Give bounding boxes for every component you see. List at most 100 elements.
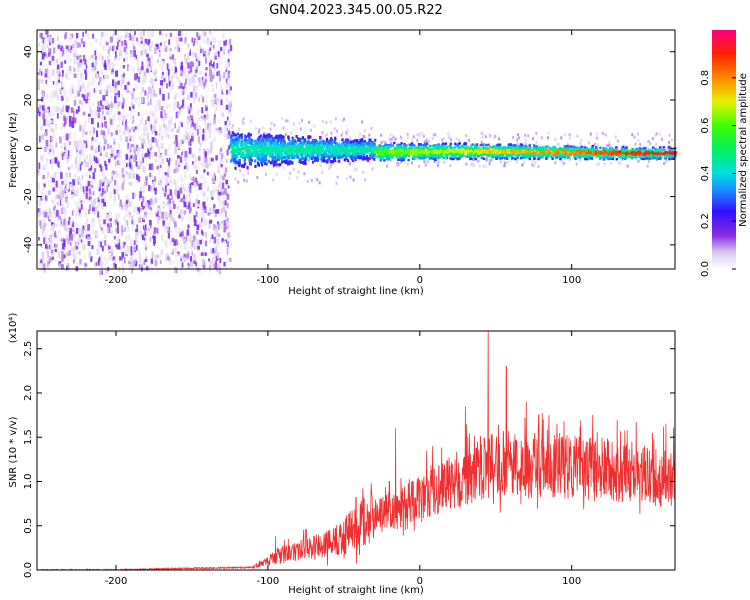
spectrogram-cell bbox=[175, 159, 178, 167]
spectrogram-cell bbox=[222, 50, 224, 57]
spectrogram-cell bbox=[50, 157, 54, 165]
spectrogram-cell bbox=[140, 50, 143, 56]
spectrogram-cell bbox=[178, 243, 180, 249]
spectrogram-cell bbox=[49, 185, 52, 190]
spectrogram-cell bbox=[123, 78, 126, 83]
spectrogram-cell bbox=[105, 32, 108, 37]
spectrogram-cell bbox=[68, 172, 71, 178]
spectrogram-cell bbox=[187, 53, 190, 60]
spectrogram-cell bbox=[178, 214, 181, 219]
spectrogram-cell bbox=[216, 225, 220, 230]
spectrogram-cell bbox=[433, 160, 436, 164]
spectrogram-cell bbox=[109, 180, 112, 184]
spectrogram-cell bbox=[45, 247, 49, 253]
spectrogram-cell bbox=[344, 150, 347, 154]
spectrogram-cell bbox=[209, 148, 213, 154]
spectrogram-cell bbox=[225, 61, 227, 66]
spectrogram-cell bbox=[358, 148, 361, 152]
spectrogram-cell bbox=[215, 106, 218, 111]
spectrogram-cell bbox=[115, 219, 118, 225]
spectrogram-cell bbox=[280, 147, 283, 150]
spectrogram-cell bbox=[328, 155, 331, 159]
spectrogram-cell bbox=[270, 121, 273, 125]
spectrogram-cell bbox=[321, 144, 324, 147]
spectrogram-cell bbox=[181, 262, 184, 268]
spectrogram-cell bbox=[109, 192, 112, 199]
spectrogram-cell bbox=[196, 267, 200, 272]
spectrogram-cell bbox=[166, 172, 169, 177]
spectrogram-cell bbox=[97, 201, 101, 206]
spectrogram-cell bbox=[270, 152, 273, 156]
spectrogram-cell bbox=[147, 160, 150, 165]
spectrogram-cell bbox=[162, 188, 166, 195]
spectrogram-cell bbox=[576, 134, 579, 138]
spectrogram-cell bbox=[150, 55, 153, 59]
spectrogram-cell bbox=[195, 49, 199, 53]
spectrogram-cell bbox=[47, 120, 50, 127]
spectrogram-cell bbox=[345, 155, 348, 159]
spectrogram-cell bbox=[87, 236, 90, 241]
spectrogram-cell bbox=[106, 259, 109, 264]
spectrogram-cell bbox=[175, 193, 179, 198]
spectrogram-cell bbox=[107, 128, 110, 135]
spectrogram-cell bbox=[90, 184, 94, 189]
spectrogram-cell bbox=[38, 187, 40, 192]
spectrogram-cell bbox=[90, 218, 93, 225]
spectrogram-cell bbox=[214, 54, 217, 60]
spectrogram-cell bbox=[337, 143, 340, 147]
spectrogram-cell bbox=[173, 169, 176, 174]
spectrogram-cell bbox=[118, 38, 121, 43]
spectrogram-cell bbox=[301, 154, 304, 158]
spectrogram-cell bbox=[250, 150, 253, 154]
spectrogram-cell bbox=[105, 259, 108, 266]
spectrogram-cell bbox=[164, 149, 167, 156]
spectrogram-cell bbox=[346, 137, 349, 141]
spectrogram-cell bbox=[124, 205, 128, 211]
spectrogram-cell bbox=[193, 260, 197, 265]
spectrogram-cell bbox=[185, 56, 187, 61]
spectrogram-cell bbox=[38, 262, 41, 268]
spectrogram-cell bbox=[203, 173, 205, 179]
spectrogram-cell bbox=[289, 171, 292, 175]
spectrogram-cell bbox=[118, 157, 121, 164]
spectrogram-cell bbox=[225, 219, 228, 223]
spectrogram-cell bbox=[113, 199, 117, 206]
spectrogram-cell bbox=[347, 140, 350, 144]
spectrogram-cell bbox=[257, 156, 260, 160]
spectrogram-cell bbox=[100, 254, 103, 260]
spectrogram-cell bbox=[307, 135, 310, 139]
spectrogram-cell bbox=[249, 157, 252, 161]
spectrogram-cell bbox=[67, 263, 70, 270]
spectrogram-cell bbox=[123, 242, 126, 248]
spectrogram-cell bbox=[280, 153, 283, 157]
spectrogram-cell bbox=[223, 173, 227, 177]
spectrogram-cell bbox=[329, 153, 332, 157]
spectrogram-cell bbox=[47, 264, 51, 271]
spectrogram-cell bbox=[87, 224, 91, 231]
spectrogram-cell bbox=[190, 115, 194, 121]
spectrogram-cell bbox=[63, 179, 67, 186]
spectrogram-cell bbox=[47, 239, 49, 246]
spectrogram-cell bbox=[173, 100, 177, 107]
spectrogram-cell bbox=[257, 130, 260, 134]
spectrogram-cell bbox=[168, 81, 171, 87]
spectrogram-cell bbox=[238, 162, 241, 165]
spectrogram-cell bbox=[336, 146, 340, 150]
spectrogram-cell bbox=[56, 171, 59, 175]
spectrogram-cell bbox=[103, 126, 106, 131]
spectrogram-cell bbox=[220, 224, 223, 230]
spectrogram-cell bbox=[62, 243, 65, 250]
spectrogram-cell bbox=[84, 120, 87, 127]
spectrogram-cell bbox=[440, 144, 444, 147]
spectrogram-cell bbox=[535, 157, 538, 160]
spectrogram-cell bbox=[134, 260, 138, 267]
spectrogram-cell bbox=[64, 48, 68, 54]
spectrogram-cell bbox=[161, 30, 163, 35]
spectrogram-cell bbox=[123, 58, 125, 62]
spectrogram-cell bbox=[199, 107, 202, 113]
spectrogram-cell bbox=[213, 61, 215, 68]
spectrogram-cell bbox=[158, 246, 161, 251]
spectrogram-cell bbox=[40, 45, 43, 53]
spectrogram-cell bbox=[249, 152, 252, 156]
spectrogram-cell bbox=[183, 96, 185, 103]
